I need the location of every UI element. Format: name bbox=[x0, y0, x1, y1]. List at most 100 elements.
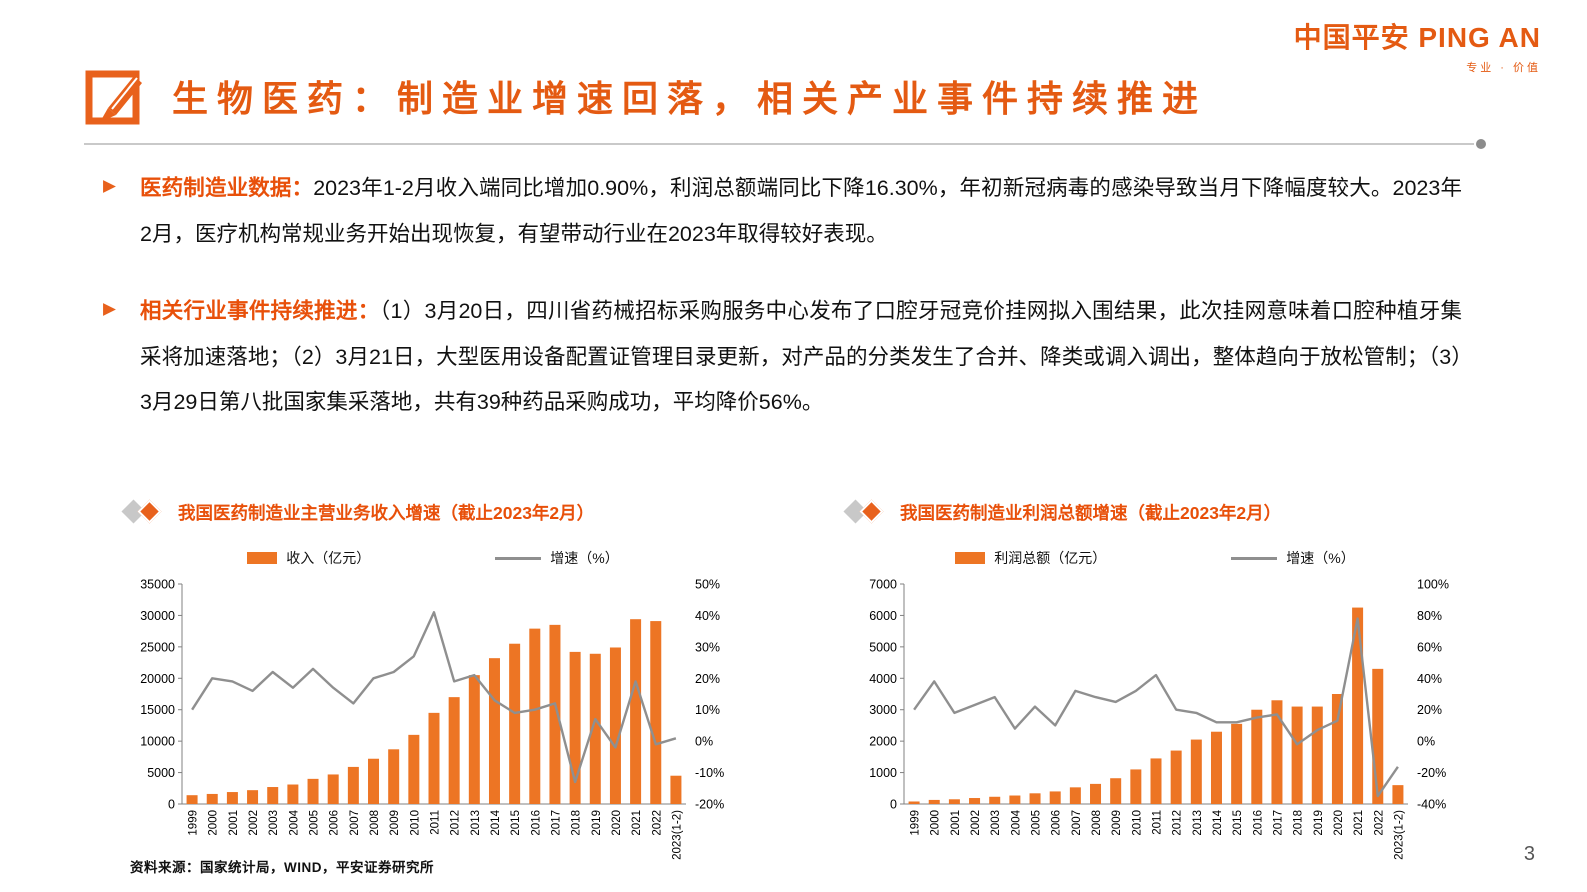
svg-text:25000: 25000 bbox=[140, 640, 175, 654]
svg-text:2019: 2019 bbox=[1313, 810, 1325, 836]
svg-text:2005: 2005 bbox=[309, 810, 321, 836]
svg-text:2023(1-2): 2023(1-2) bbox=[1393, 810, 1405, 860]
svg-text:2008: 2008 bbox=[369, 810, 381, 836]
svg-text:2013: 2013 bbox=[470, 810, 482, 836]
svg-text:2010: 2010 bbox=[1131, 810, 1143, 836]
bullet-list: 医药制造业数据：2023年1-2月收入端同比增加0.90%，利润总额端同比下降1… bbox=[100, 166, 1462, 458]
svg-text:2013: 2013 bbox=[1192, 810, 1204, 836]
title-row: 生物医药：制造业增速回落，相关产业事件持续推进 bbox=[84, 64, 1207, 128]
svg-text:2011: 2011 bbox=[1152, 810, 1164, 835]
svg-text:80%: 80% bbox=[1417, 609, 1442, 623]
bar-swatch-icon bbox=[247, 552, 278, 564]
svg-text:10%: 10% bbox=[695, 703, 720, 717]
logo-zh: 中国平安 bbox=[1293, 22, 1410, 53]
chart-title: 我国医药制造业主营业务收入增速（截止2023年2月） bbox=[178, 502, 595, 523]
svg-text:2022: 2022 bbox=[651, 810, 663, 836]
line-swatch-icon bbox=[1231, 556, 1278, 560]
svg-text:2000: 2000 bbox=[869, 735, 897, 749]
svg-text:2006: 2006 bbox=[1051, 810, 1063, 836]
bullet-lead: 医药制造业数据： bbox=[140, 176, 314, 200]
charts-section: 我国医药制造业主营业务收入增速（截止2023年2月） 收入（亿元） 增速（%） … bbox=[121, 498, 1466, 886]
logo-en: PING AN bbox=[1418, 22, 1541, 53]
svg-text:30%: 30% bbox=[695, 640, 720, 654]
arrow-bullet-icon bbox=[103, 303, 116, 317]
svg-text:2023(1-2): 2023(1-2) bbox=[671, 810, 683, 860]
svg-text:20000: 20000 bbox=[140, 672, 175, 686]
svg-text:30000: 30000 bbox=[140, 609, 175, 623]
chart-legend: 收入（亿元） 增速（%） bbox=[122, 548, 744, 568]
svg-text:2018: 2018 bbox=[1293, 810, 1305, 836]
svg-text:35000: 35000 bbox=[140, 578, 175, 592]
svg-text:2010: 2010 bbox=[409, 810, 421, 836]
arrow-bullet-icon bbox=[103, 180, 116, 193]
chart-block-profit: 我国医药制造业利润总额增速（截止2023年2月） 利润总额（亿元） 增速（%） … bbox=[843, 498, 1466, 886]
svg-text:1999: 1999 bbox=[188, 810, 200, 836]
svg-text:7000: 7000 bbox=[869, 578, 897, 592]
svg-text:2021: 2021 bbox=[631, 810, 643, 836]
title-divider bbox=[84, 139, 1486, 149]
diamond-bullet-icon bbox=[121, 498, 168, 526]
svg-text:2016: 2016 bbox=[1252, 810, 1264, 836]
legend-item-bar: 利润总额（亿元） bbox=[955, 548, 1106, 568]
svg-text:2012: 2012 bbox=[450, 810, 462, 836]
svg-text:20%: 20% bbox=[695, 672, 720, 686]
svg-text:1000: 1000 bbox=[869, 766, 897, 780]
svg-text:2002: 2002 bbox=[248, 810, 260, 836]
svg-text:2003: 2003 bbox=[268, 810, 280, 836]
bullet-text: 2023年1-2月收入端同比增加0.90%，利润总额端同比下降16.30%，年初… bbox=[140, 176, 1462, 246]
svg-text:2017: 2017 bbox=[550, 810, 562, 836]
svg-text:2014: 2014 bbox=[1212, 809, 1224, 835]
legend-item-bar: 收入（亿元） bbox=[247, 548, 370, 568]
svg-text:40%: 40% bbox=[1417, 672, 1442, 686]
svg-text:-20%: -20% bbox=[1417, 766, 1446, 780]
svg-text:0: 0 bbox=[890, 798, 897, 812]
svg-text:2021: 2021 bbox=[1353, 810, 1365, 836]
svg-text:2000: 2000 bbox=[930, 810, 942, 836]
svg-text:40%: 40% bbox=[695, 609, 720, 623]
source-note: 资料来源：国家统计局，WIND，平安证券研究所 bbox=[130, 860, 434, 875]
divider-dot bbox=[1476, 139, 1486, 149]
svg-text:60%: 60% bbox=[1417, 640, 1442, 654]
pingan-logo: 中国平安 PING AN 专业 · 价值 bbox=[1294, 16, 1541, 75]
svg-text:2008: 2008 bbox=[1091, 810, 1103, 836]
page-number: 3 bbox=[1523, 843, 1535, 865]
line-swatch-icon bbox=[495, 556, 542, 560]
bullet-item-industry-events: 相关行业事件持续推进：（1）3月20日，四川省药械招标采购服务中心发布了口腔牙冠… bbox=[100, 289, 1462, 426]
diamond-orange-icon bbox=[137, 499, 162, 524]
svg-text:2000: 2000 bbox=[208, 810, 220, 836]
svg-text:-10%: -10% bbox=[695, 766, 724, 780]
revenue-growth-chart: 0 5000 10000 15000 20000 25000 30000 35000 -20% -… bbox=[140, 578, 724, 860]
svg-text:2007: 2007 bbox=[349, 810, 361, 836]
svg-text:2009: 2009 bbox=[389, 810, 401, 836]
svg-text:1999: 1999 bbox=[910, 810, 922, 836]
svg-text:2020: 2020 bbox=[611, 810, 623, 836]
svg-text:2009: 2009 bbox=[1111, 810, 1123, 836]
chart-block-revenue: 我国医药制造业主营业务收入增速（截止2023年2月） 收入（亿元） 增速（%） … bbox=[121, 498, 744, 886]
legend-label: 收入（亿元） bbox=[286, 550, 371, 566]
svg-text:-40%: -40% bbox=[1417, 798, 1446, 812]
bullet-lead: 相关行业事件持续推进： bbox=[140, 299, 380, 324]
svg-text:10000: 10000 bbox=[140, 735, 175, 749]
svg-text:0%: 0% bbox=[695, 735, 713, 749]
svg-text:5000: 5000 bbox=[869, 640, 897, 654]
svg-text:2001: 2001 bbox=[950, 810, 962, 836]
svg-text:15000: 15000 bbox=[140, 703, 175, 717]
svg-text:100%: 100% bbox=[1417, 578, 1449, 592]
svg-text:2002: 2002 bbox=[970, 810, 982, 836]
svg-text:2001: 2001 bbox=[228, 810, 240, 836]
svg-text:20%: 20% bbox=[1417, 703, 1442, 717]
chart-header: 我国医药制造业主营业务收入增速（截止2023年2月） bbox=[121, 498, 744, 526]
chart-legend: 利润总额（亿元） 增速（%） bbox=[844, 548, 1466, 568]
chart-header: 我国医药制造业利润总额增速（截止2023年2月） bbox=[843, 498, 1466, 526]
logo-tagline: 专业 · 价值 bbox=[1466, 62, 1541, 74]
svg-text:2005: 2005 bbox=[1031, 810, 1043, 836]
bullet-text: （1）3月20日，四川省药械招标采购服务中心发布了口腔牙冠竞价挂网拟入围结果，此… bbox=[140, 299, 1462, 415]
svg-text:6000: 6000 bbox=[869, 609, 897, 623]
svg-text:3000: 3000 bbox=[869, 703, 897, 717]
legend-label: 利润总额（亿元） bbox=[994, 550, 1107, 566]
bullet-item-manufacturing-data: 医药制造业数据：2023年1-2月收入端同比增加0.90%，利润总额端同比下降1… bbox=[100, 166, 1462, 257]
svg-text:4000: 4000 bbox=[869, 672, 897, 686]
svg-text:2022: 2022 bbox=[1373, 810, 1385, 836]
legend-label: 增速（%） bbox=[550, 550, 619, 566]
